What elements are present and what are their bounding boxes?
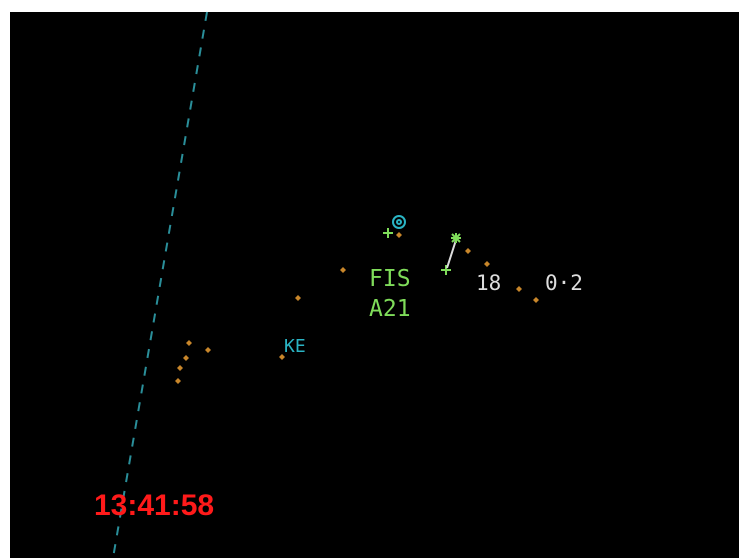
ssr-code: A21: [369, 296, 411, 322]
fix-label: KE: [284, 336, 306, 357]
speed: 0·2: [545, 271, 583, 295]
callsign: FIS: [369, 266, 411, 292]
track-symbol: [451, 233, 461, 243]
clock: 13:41:58: [94, 489, 214, 522]
page: FIS A21 18 0·2 KE 13:41:58 (() => { cons…: [0, 0, 739, 558]
radar-screen: FIS A21 18 0·2 KE 13:41:58: [0, 0, 739, 558]
flight-level: 18: [476, 271, 501, 295]
